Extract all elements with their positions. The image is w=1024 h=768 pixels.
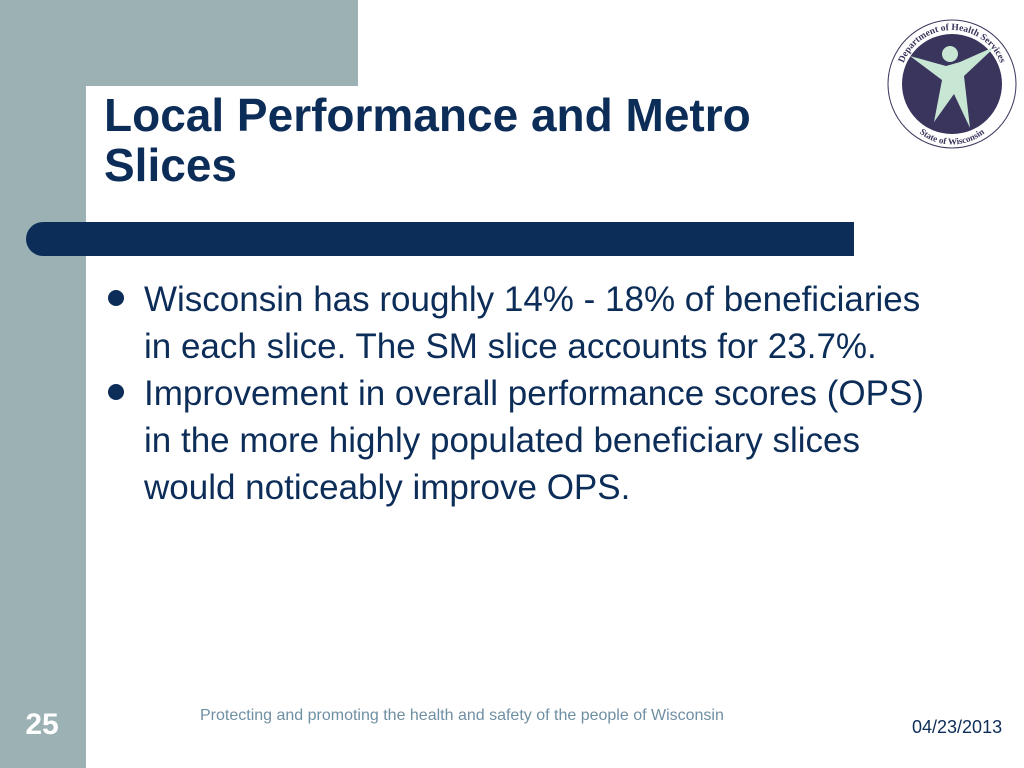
slide-title: Local Performance and Metro Slices xyxy=(104,89,751,191)
left-sidebar-band xyxy=(0,0,86,768)
bullet-list: Wisconsin has roughly 14% - 18% of benef… xyxy=(104,276,924,511)
person-figure-icon xyxy=(910,46,996,128)
footer-tagline: Protecting and promoting the health and … xyxy=(200,707,724,724)
content-corner xyxy=(86,86,146,146)
bullet-item: Wisconsin has roughly 14% - 18% of benef… xyxy=(104,276,924,370)
bullet-item: Improvement in overall performance score… xyxy=(104,370,924,511)
bullet-text: Wisconsin has roughly 14% - 18% of benef… xyxy=(144,280,921,366)
bullet-text: Improvement in overall performance score… xyxy=(144,374,924,507)
slide-number: 25 xyxy=(25,708,59,741)
bullet-dot-icon xyxy=(108,384,124,400)
dhs-logo: Department of Health Services State of W… xyxy=(887,19,1017,149)
title-underline-bar xyxy=(26,222,854,256)
slide-date: 04/23/2013 xyxy=(912,717,1003,737)
bullet-dot-icon xyxy=(108,290,124,306)
top-header-band xyxy=(0,0,358,86)
